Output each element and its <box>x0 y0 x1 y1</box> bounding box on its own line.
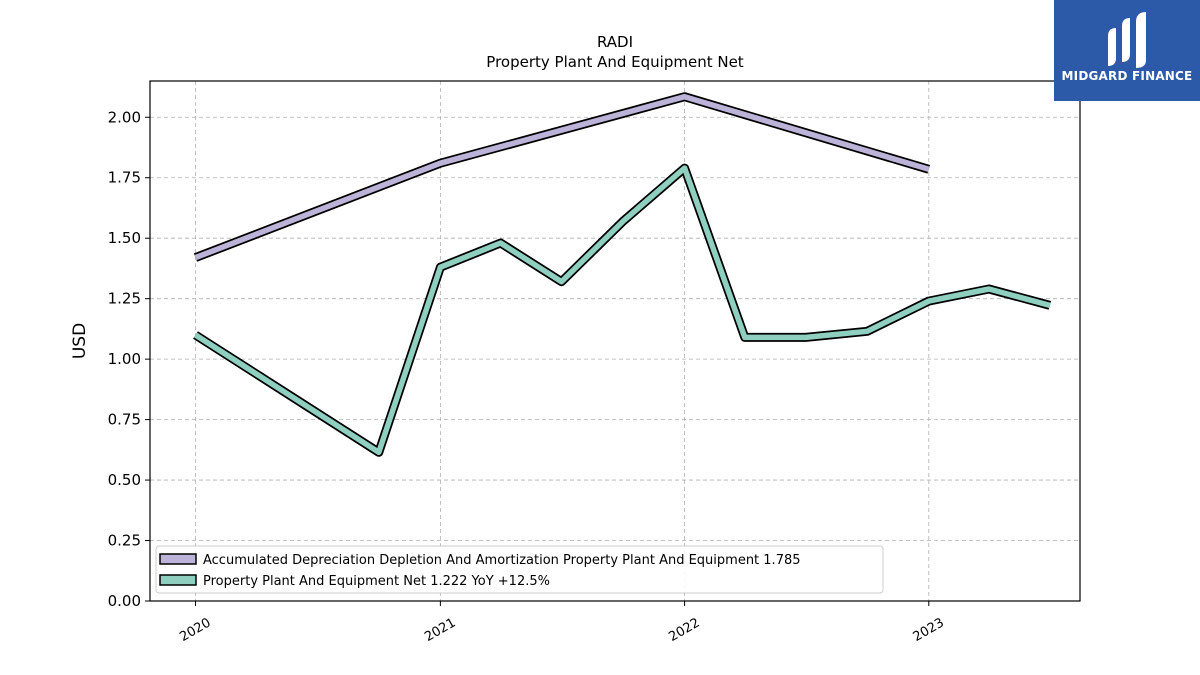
chart-title: RADI <box>597 33 633 51</box>
chart-subtitle: Property Plant And Equipment Net <box>486 53 743 71</box>
y-tick-label: 0.75 <box>108 411 141 429</box>
logo-text: MIDGARD FINANCE <box>1061 69 1193 83</box>
logo-mark-icon <box>1108 12 1146 68</box>
legend-label: Property Plant And Equipment Net 1.222 Y… <box>203 574 550 589</box>
y-tick-label: 1.50 <box>108 229 141 247</box>
plot-frame <box>149 80 1081 602</box>
y-tick-label: 1.75 <box>108 169 141 187</box>
grid <box>150 81 1080 602</box>
y-tick-label: 1.25 <box>108 290 141 308</box>
y-tick-label: 1.00 <box>108 350 141 368</box>
series-0-line <box>194 93 930 261</box>
y-tick-label: 0.00 <box>108 592 141 610</box>
series-1-line <box>194 165 1051 456</box>
legend-box <box>155 545 884 594</box>
y-axis-label: USD <box>70 323 90 359</box>
legend-label: Accumulated Depreciation Depletion And A… <box>203 553 801 568</box>
y-tick-label: 2.00 <box>108 108 141 126</box>
x-tick-label: 2022 <box>666 615 702 645</box>
series-0-outline <box>193 92 931 262</box>
legend-swatch <box>159 553 197 565</box>
series-layer <box>193 92 1052 457</box>
y-tick-label: 0.25 <box>108 532 141 550</box>
legend-swatch <box>159 574 197 586</box>
x-tick-label: 2023 <box>911 615 947 645</box>
brand-logo: MIDGARD FINANCE <box>1054 0 1200 101</box>
legend: Accumulated Depreciation Depletion And A… <box>155 545 884 594</box>
x-tick-label: 2020 <box>177 615 213 645</box>
y-tick-label: 0.50 <box>108 471 141 489</box>
x-tick-label: 2021 <box>422 615 458 645</box>
